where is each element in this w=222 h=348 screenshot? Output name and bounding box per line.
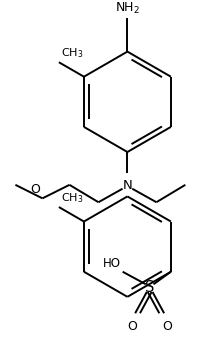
Text: CH$_3$: CH$_3$ [61,191,83,205]
Text: O: O [162,320,172,333]
Text: O: O [127,320,137,333]
Text: HO: HO [103,257,121,270]
Text: N: N [123,179,132,192]
Text: O: O [31,183,41,196]
Text: S: S [145,280,154,295]
Text: NH$_2$: NH$_2$ [115,1,140,16]
Text: CH$_3$: CH$_3$ [61,47,83,60]
